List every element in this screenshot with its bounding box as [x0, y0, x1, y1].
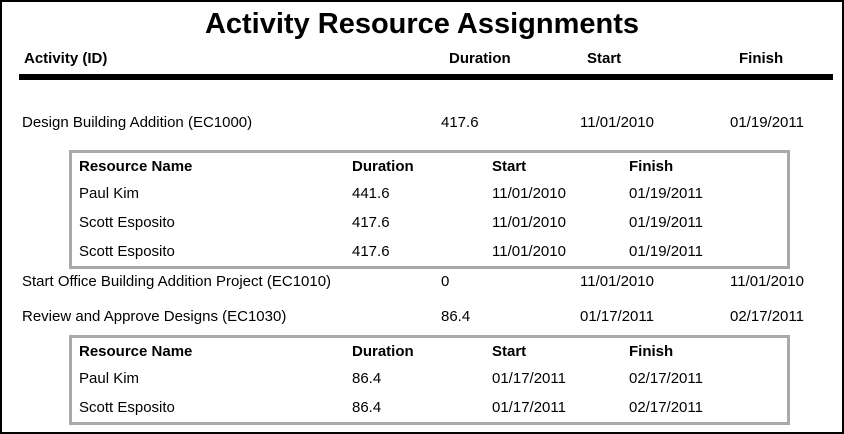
activity-row: Design Building Addition (EC1000) 417.6 … [2, 114, 842, 132]
activity-finish: 11/01/2010 [730, 273, 804, 290]
resource-row: Scott Esposito 86.4 01/17/2011 02/17/201… [72, 393, 787, 422]
resource-table: Resource Name Duration Start Finish Paul… [69, 335, 790, 425]
activity-duration: 86.4 [441, 308, 471, 325]
resource-duration: 86.4 [352, 370, 382, 387]
resource-finish: 01/19/2011 [629, 185, 703, 202]
resource-name: Scott Esposito [79, 214, 175, 231]
resource-column-header-start: Start [492, 158, 527, 175]
resource-column-header-name: Resource Name [79, 158, 193, 175]
resource-table-header-row: Resource Name Duration Start Finish [72, 338, 787, 364]
resource-row: Paul Kim 441.6 11/01/2010 01/19/2011 [72, 179, 787, 208]
resource-finish: 02/17/2011 [629, 399, 703, 416]
resource-column-header-duration: Duration [352, 343, 414, 360]
resource-row: Paul Kim 86.4 01/17/2011 02/17/2011 [72, 364, 787, 393]
activity-finish: 01/19/2011 [730, 114, 804, 131]
resource-start: 11/01/2010 [492, 185, 566, 202]
resource-duration: 441.6 [352, 185, 390, 202]
resource-finish: 02/17/2011 [629, 370, 703, 387]
resource-name: Scott Esposito [79, 243, 175, 260]
activity-name: Design Building Addition (EC1000) [22, 114, 253, 131]
resource-start: 11/01/2010 [492, 214, 566, 231]
resource-name: Paul Kim [79, 370, 140, 387]
column-header-row: Activity (ID) Duration Start Finish [2, 50, 842, 68]
resource-table-header-row: Resource Name Duration Start Finish [72, 153, 787, 179]
activity-name: Start Office Building Addition Project (… [22, 273, 332, 290]
activity-row: Review and Approve Designs (EC1030) 86.4… [2, 308, 842, 326]
resource-column-header-finish: Finish [629, 343, 674, 360]
resource-column-header-finish: Finish [629, 158, 674, 175]
resource-duration: 417.6 [352, 243, 390, 260]
column-header-duration: Duration [449, 50, 511, 67]
resource-column-header-name: Resource Name [79, 343, 193, 360]
resource-duration: 417.6 [352, 214, 390, 231]
activity-start: 01/17/2011 [580, 308, 654, 325]
column-header-finish: Finish [739, 50, 784, 67]
resource-column-header-duration: Duration [352, 158, 414, 175]
resource-finish: 01/19/2011 [629, 243, 703, 260]
resource-start: 11/01/2010 [492, 243, 566, 260]
activity-duration: 417.6 [441, 114, 479, 131]
resource-column-header-start: Start [492, 343, 527, 360]
resource-table: Resource Name Duration Start Finish Paul… [69, 150, 790, 269]
report-title: Activity Resource Assignments [204, 8, 640, 40]
resource-finish: 01/19/2011 [629, 214, 703, 231]
resource-start: 01/17/2011 [492, 399, 566, 416]
column-header-activity: Activity (ID) [24, 50, 108, 67]
resource-row: Scott Esposito 417.6 11/01/2010 01/19/20… [72, 237, 787, 266]
activity-row: Start Office Building Addition Project (… [2, 273, 842, 291]
activity-start: 11/01/2010 [580, 114, 654, 131]
header-divider-rule [19, 74, 833, 80]
resource-row: Scott Esposito 417.6 11/01/2010 01/19/20… [72, 208, 787, 237]
activity-start: 11/01/2010 [580, 273, 654, 290]
resource-name: Scott Esposito [79, 399, 175, 416]
activity-finish: 02/17/2011 [730, 308, 804, 325]
column-header-start: Start [587, 50, 622, 67]
activity-name: Review and Approve Designs (EC1030) [22, 308, 287, 325]
resource-duration: 86.4 [352, 399, 382, 416]
activity-duration: 0 [441, 273, 450, 290]
resource-name: Paul Kim [79, 185, 140, 202]
resource-start: 01/17/2011 [492, 370, 566, 387]
